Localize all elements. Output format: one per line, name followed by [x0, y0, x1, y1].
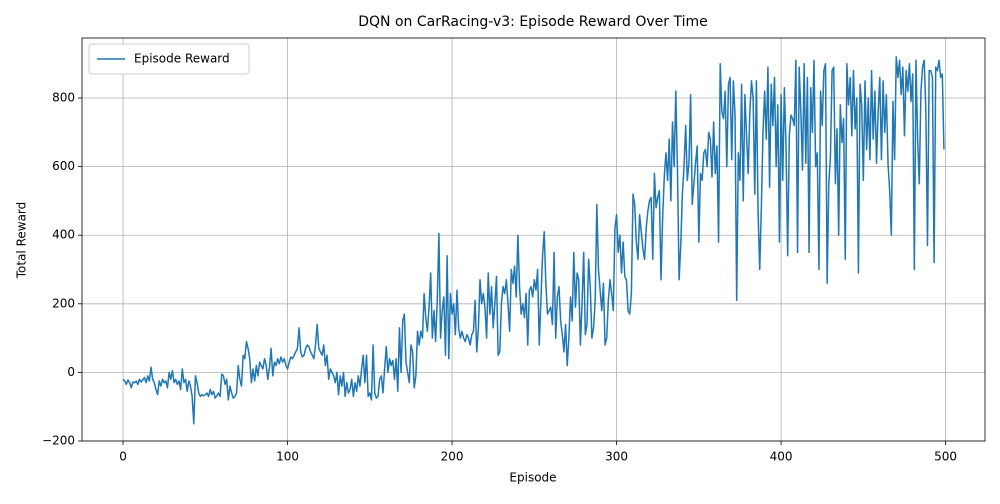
y-tick-label: −200 [42, 434, 75, 448]
axes-frame [81, 37, 986, 442]
x-tick-label: 500 [934, 450, 957, 464]
y-axis-label: Total Reward [15, 202, 29, 280]
x-tick-label: 0 [119, 450, 127, 464]
y-tick-label: 400 [52, 228, 75, 242]
x-tick-label: 100 [276, 450, 299, 464]
x-tick-label: 400 [770, 450, 793, 464]
legend-box [88, 43, 250, 75]
y-tick-label: 800 [52, 91, 75, 105]
x-tick-label: 200 [441, 450, 464, 464]
data-line [122, 56, 945, 425]
plot-area: 0 100 200 300 400 500 −200 0 200 400 600 800 Episode… [42, 37, 986, 464]
x-axis-label: Episode [509, 471, 556, 485]
x-tick-label: 300 [605, 450, 628, 464]
legend: Episode Reward [88, 43, 250, 75]
chart-title: DQN on CarRacing-v3: Episode Reward Over… [358, 14, 708, 30]
y-tick-label: 0 [67, 365, 75, 379]
y-tick-label: 200 [52, 296, 75, 310]
legend-label: Episode Reward [134, 52, 230, 66]
y-tick-label: 600 [52, 159, 75, 173]
